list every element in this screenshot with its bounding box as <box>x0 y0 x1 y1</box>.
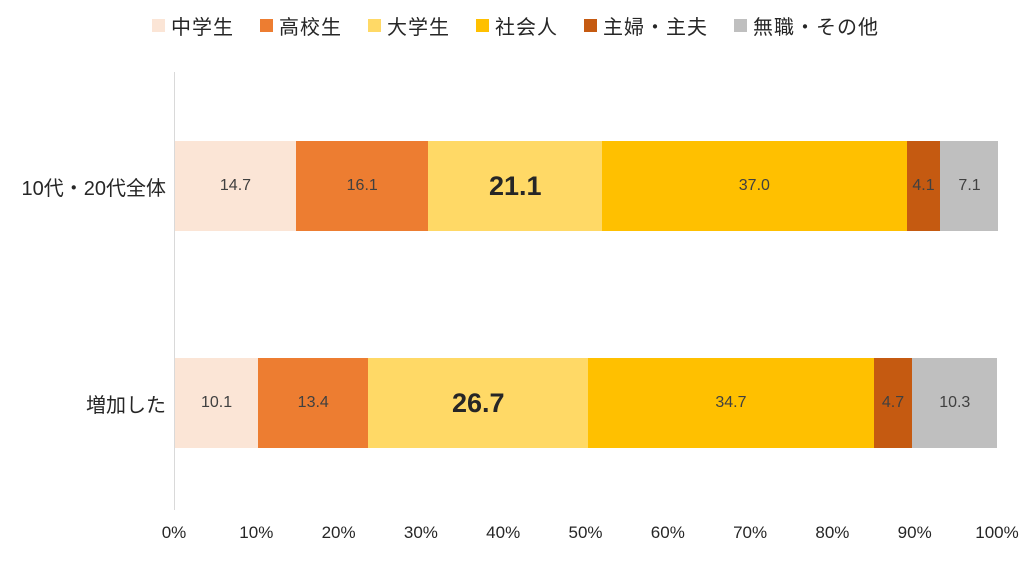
bar-row: 10.1 13.4 26.7 34.7 4.7 10.3 <box>175 358 998 448</box>
axis-tick-label: 60% <box>650 523 685 542</box>
legend-item: 高校生 <box>260 11 342 40</box>
data-label: 26.7 <box>451 387 505 418</box>
axis-tick-label: 10% <box>239 523 274 542</box>
axis-tick-label: 70% <box>733 523 768 542</box>
legend-item-label: 無職・その他 <box>753 17 879 39</box>
legend-item: 無職・その他 <box>734 11 879 40</box>
bar-segment: 34.7 <box>588 358 874 448</box>
data-label: 14.7 <box>219 177 252 194</box>
bar-segment: 7.1 <box>940 141 998 231</box>
chart-legend: 中学生 高校生 大学生 社会人 主婦・主夫 無職・その他 <box>0 11 1031 40</box>
legend-swatch-icon <box>584 19 597 32</box>
axis-tick-label: 0% <box>161 523 187 542</box>
plot-area: 14.7 16.1 21.1 37.0 4.1 7.1 10.1 13.4 26.7 34.7 4.… <box>174 72 998 510</box>
axis-tick-label: 30% <box>403 523 438 542</box>
data-label: 21.1 <box>489 170 542 201</box>
data-label: 34.7 <box>715 394 747 411</box>
axis-tick-label: 50% <box>568 523 603 542</box>
bar-segment: 4.1 <box>906 141 941 231</box>
data-label: 4.7 <box>881 394 905 411</box>
bar-segment: 10.1 <box>175 358 259 448</box>
data-label: 10.3 <box>939 394 971 411</box>
legend-swatch-icon <box>260 19 273 32</box>
data-label: 37.0 <box>738 177 770 194</box>
value-axis: 0% 10% 20% 30% 40% 50% 60% 70% 80% 90% 100% <box>162 523 1019 549</box>
bar-segment: 16.1 <box>295 141 429 231</box>
legend-swatch-icon <box>476 19 489 32</box>
legend-item-label: 中学生 <box>171 17 234 39</box>
data-label: 4.1 <box>912 177 935 194</box>
data-label: 7.1 <box>958 177 981 194</box>
legend-swatch-icon <box>152 19 165 32</box>
legend-item-label: 社会人 <box>495 17 558 39</box>
axis-tick-label: 100% <box>975 523 1019 542</box>
category-label: 増加した <box>86 394 166 417</box>
bar-segment: 37.0 <box>602 141 907 231</box>
legend-item: 中学生 <box>152 11 234 40</box>
data-label: 10.1 <box>200 394 233 411</box>
axis-tick-label: 90% <box>897 523 932 542</box>
bar-segment: 14.7 <box>175 141 296 231</box>
bar-segment: 13.4 <box>258 358 369 448</box>
bar-segment: 21.1 <box>428 141 603 231</box>
bar-segment: 4.7 <box>873 358 913 448</box>
axis-tick-label: 80% <box>815 523 850 542</box>
axis-tick-label: 40% <box>486 523 521 542</box>
data-label: 13.4 <box>297 394 329 411</box>
bar-segment: 10.3 <box>912 358 998 448</box>
bar-segment: 26.7 <box>368 358 589 448</box>
legend-swatch-icon <box>368 19 381 32</box>
category-label: 10代・20代全体 <box>21 177 167 200</box>
legend-swatch-icon <box>734 19 747 32</box>
axis-tick-label: 20% <box>321 523 356 542</box>
legend-item-label: 高校生 <box>279 17 342 39</box>
data-label: 16.1 <box>346 177 378 194</box>
bar-row: 14.7 16.1 21.1 37.0 4.1 7.1 <box>175 141 998 231</box>
legend-item-label: 主婦・主夫 <box>603 17 708 39</box>
legend-item: 社会人 <box>476 11 558 40</box>
legend-item: 大学生 <box>368 11 450 40</box>
legend-item: 主婦・主夫 <box>584 11 708 40</box>
legend-item-label: 大学生 <box>387 17 450 39</box>
